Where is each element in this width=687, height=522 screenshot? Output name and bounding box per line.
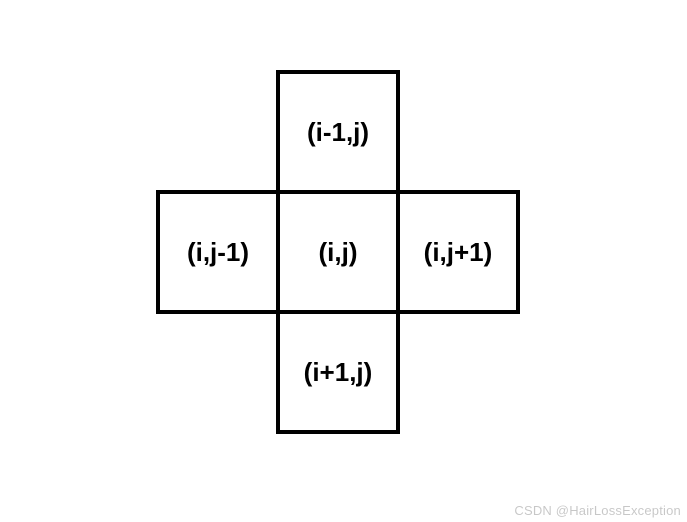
cell-right: (i,j+1) [396,190,520,314]
cell-center: (i,j) [276,190,400,314]
cell-bottom: (i+1,j) [276,310,400,434]
watermark-text: CSDN @HairLossException [514,503,681,518]
watermark: CSDN @HairLossException [514,503,681,518]
cell-bottom-label: (i+1,j) [304,357,373,388]
cell-right-label: (i,j+1) [424,237,493,268]
cell-top: (i-1,j) [276,70,400,194]
cell-left: (i,j-1) [156,190,280,314]
cell-top-label: (i-1,j) [307,117,369,148]
cell-left-label: (i,j-1) [187,237,249,268]
cell-center-label: (i,j) [319,237,358,268]
